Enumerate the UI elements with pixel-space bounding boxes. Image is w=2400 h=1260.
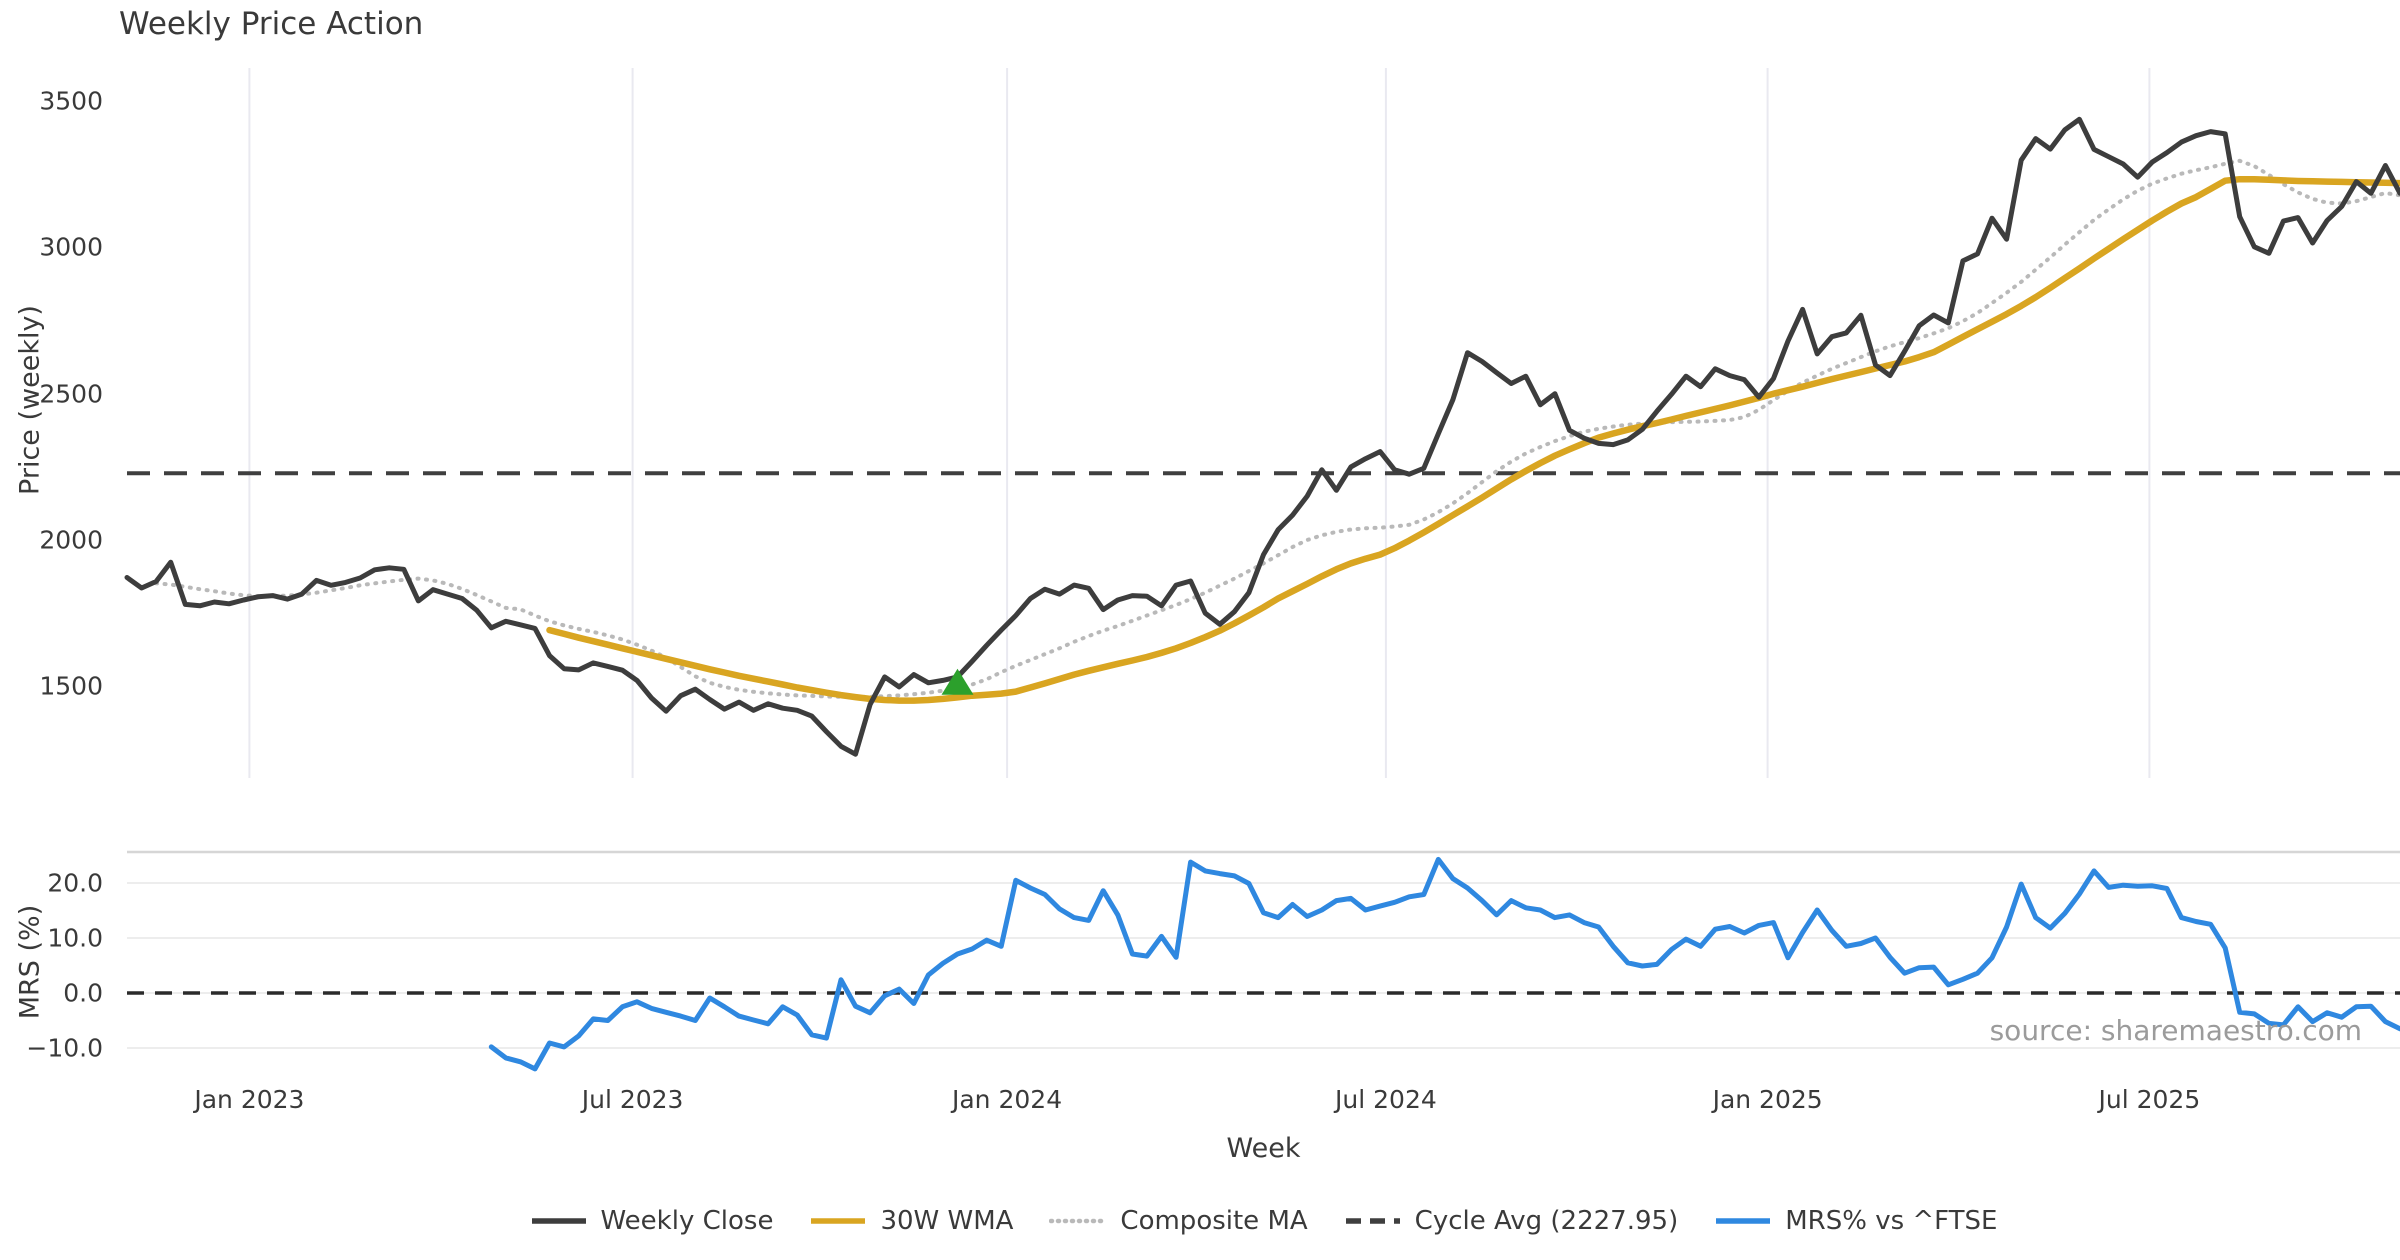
wma-line [546,175,2400,704]
composite-ma-line [154,158,2400,700]
legend-label: Composite MA [1120,1206,1308,1236]
legend-swatch [531,1218,586,1224]
source-watermark: source: sharemaestro.com [1989,1014,2362,1047]
week-axis-label: Week [1226,1133,1301,1164]
price-tick-2000: 2000 [39,525,103,555]
legend-swatch [1345,1218,1400,1224]
x-tick-jul-2024: Jul 2024 [1335,1085,1437,1114]
x-tick-jul-2023: Jul 2023 [581,1085,684,1114]
legend-label: 30W WMA [880,1206,1014,1236]
x-tick-jan-2025: Jan 2025 [1712,1085,1823,1114]
mrs-tick-0: 0.0 [63,978,103,1008]
mrs-tick-10: 10.0 [47,923,103,953]
legend-item-composite-ma: Composite MA [1049,1206,1308,1236]
legend-item-30w-wma: 30W WMA [809,1206,1013,1236]
legend-label: MRS% vs ^FTSE [1785,1206,1998,1236]
legend-label: Weekly Close [600,1206,774,1236]
mrs-tick-20: 20.0 [47,868,103,898]
legend-item-mrs-vs-ftse: MRS% vs ^FTSE [1714,1206,1997,1236]
price-tick-2500: 2500 [39,379,103,409]
legend-item-cycle-avg-2227-95: Cycle Avg (2227.95) [1344,1206,1679,1236]
legend-swatch [811,1218,866,1224]
legend-swatch [1716,1218,1771,1224]
price-tick-3500: 3500 [39,86,103,116]
price-tick-1500: 1500 [39,671,103,701]
weekly-close-line [124,116,2400,757]
legend-swatch [1049,1218,1108,1224]
x-tick-jul-2025: Jul 2025 [2098,1085,2201,1114]
price-tick-3000: 3000 [39,232,103,262]
legend-item-weekly-close: Weekly Close [530,1206,774,1236]
mrs-tick--10: −10.0 [26,1033,103,1063]
x-tick-jan-2023: Jan 2023 [194,1085,305,1114]
chart-title: Weekly Price Action [119,6,424,42]
chart-legend: Weekly Close 30W WMA Composite MA Cycle Avg… [127,1206,2400,1236]
x-tick-jan-2024: Jan 2024 [951,1085,1063,1114]
buy-signal-marker [941,668,974,695]
mrs-line [488,856,2400,1072]
legend-label: Cycle Avg (2227.95) [1414,1206,1679,1236]
